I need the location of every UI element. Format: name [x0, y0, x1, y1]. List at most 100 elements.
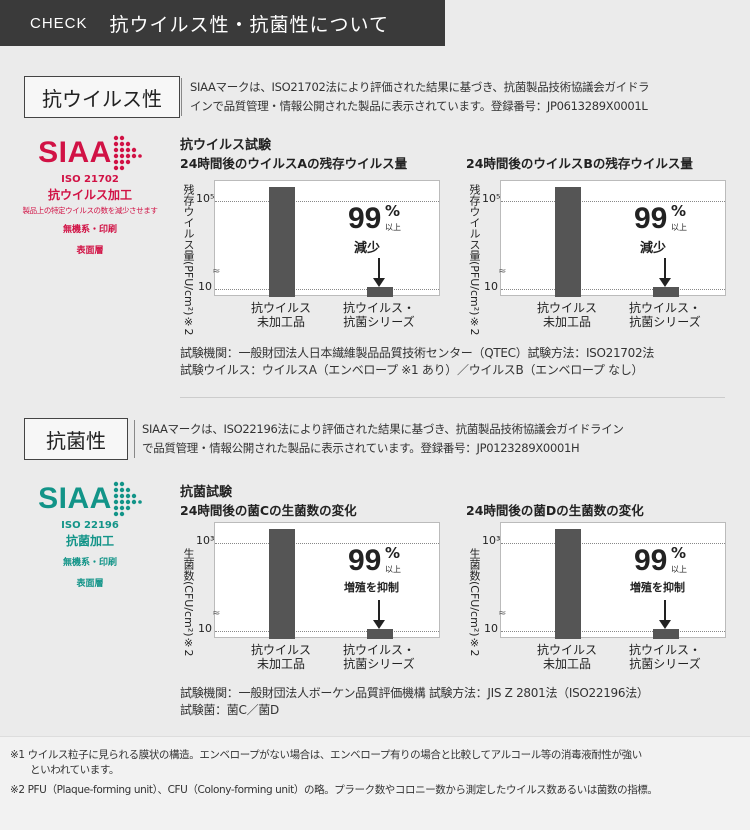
x-label-line-1: 抗ウイルス: [536, 643, 597, 657]
footnote-1: ※1 ウイルス粒子に見られる膜状の構造。エンベロープがない場合は、エンベロープ有…: [10, 749, 642, 761]
x-label-line-2: 抗菌シリーズ: [629, 657, 701, 671]
x-label-line-2: 未加工品: [256, 657, 305, 671]
x-axis-label: 抗ウイルス・ 抗菌シリーズ: [620, 301, 710, 329]
percent-sign: %: [385, 202, 401, 220]
tick-label-top: 10³: [482, 534, 501, 547]
siaa-bacteria-badge: SIAA ISO 22196 抗菌加工 無機系・印刷 表面層: [5, 478, 175, 589]
chart-bacteria-c: 生菌数(CFU/cm²)※2 10³ 10 ≈ 抗ウイルス 未加工品 抗ウイルス・ 抗菌シリー…: [178, 522, 440, 682]
ijo-label: 以上: [671, 565, 687, 574]
bacteria-desc-rule: [134, 420, 135, 458]
bacteria-desc-line-2: で品質管理・情報公開された製品に表示されています。登録番号：JP0123289X…: [142, 441, 580, 455]
tick-label-bottom: 10: [198, 280, 212, 293]
effect-label: 減少: [354, 241, 381, 256]
axis-break-icon: ≈: [498, 266, 507, 277]
siaa-dots-icon: [113, 135, 142, 171]
x-axis-label: 抗ウイルス 未加工品: [522, 643, 612, 671]
effect-label: 減少: [640, 241, 667, 256]
percent-sign: %: [671, 544, 687, 562]
siaa-virus-note: 製品上の特定ウイルスの数を減少させます: [22, 206, 158, 215]
bar-untreated: [269, 529, 295, 639]
x-label-line-1: 抗ウイルス: [250, 301, 311, 315]
siaa-virus-logo: SIAA: [5, 132, 175, 174]
plot-area: [214, 180, 440, 297]
bar-untreated: [555, 529, 581, 639]
virus-test-info: 試験機関：一般財団法人日本繊維製品品質技術センター（QTEC）試験方法：ISO2…: [180, 345, 654, 379]
ijo-label: 以上: [671, 223, 687, 232]
siaa-dots-icon: [113, 481, 142, 517]
siaa-logo-text: SIAA: [38, 136, 112, 169]
arrow-down-icon: [664, 258, 666, 280]
siaa-bacteria-kakou: 抗菌加工: [65, 534, 114, 548]
arrow-down-icon: [378, 600, 380, 622]
chart-title-bacteria-c: 24時間後の菌Cの生菌数の変化: [180, 503, 357, 518]
percent-value: 99: [634, 202, 668, 235]
arrow-head-icon: [373, 620, 385, 629]
x-label-line-2: 抗菌シリーズ: [629, 315, 701, 329]
arrow-down-icon: [664, 600, 666, 622]
chart-title-virus-a: 24時間後のウイルスAの残存ウイルス量: [180, 156, 408, 171]
axis-break-icon: ≈: [212, 608, 221, 619]
chart-title-bacteria-d: 24時間後の菌Dの生菌数の変化: [466, 503, 644, 518]
siaa-bacteria-iso: ISO 22196: [61, 520, 119, 531]
percent-sign: %: [385, 544, 401, 562]
x-label-line-2: 未加工品: [256, 315, 305, 329]
arrow-head-icon: [659, 620, 671, 629]
siaa-virus-iso: ISO 21702: [61, 174, 119, 185]
x-label-line-1: 抗ウイルス・: [628, 643, 701, 657]
chart-title-virus-b: 24時間後のウイルスBの残存ウイルス量: [466, 156, 693, 171]
effect-label: 増殖を抑制: [344, 581, 399, 594]
x-axis-label: 抗ウイルス・ 抗菌シリーズ: [334, 643, 424, 671]
tick-label-bottom: 10: [484, 622, 498, 635]
gridline-bottom: [215, 289, 439, 290]
y-axis-label: 残存ウイルス量(PFU/cm²)※2: [182, 184, 195, 336]
bacteria-test-info: 試験機関：一般財団法人ボーケン品質評価機構 試験方法：JIS Z 2801法（I…: [180, 685, 649, 719]
plot-area: [500, 180, 726, 297]
x-label-line-1: 抗ウイルス: [536, 301, 597, 315]
x-axis-label: 抗ウイルス 未加工品: [236, 301, 326, 329]
virus-desc-line-1: SIAAマークは、ISO21702法により評価された結果に基づき、抗菌製品技術協…: [190, 80, 650, 94]
tick-label-top: 10³: [196, 534, 215, 547]
bar-treated: [367, 629, 393, 639]
x-axis-label: 抗ウイルス 未加工品: [236, 643, 326, 671]
percent-sign: %: [671, 202, 687, 220]
tick-label-bottom: 10: [198, 622, 212, 635]
siaa-bacteria-logo: SIAA: [5, 478, 175, 520]
virus-section-label: 抗ウイルス性: [24, 76, 180, 118]
virus-desc-line-2: インで品質管理・情報公開された製品に表示されています。登録番号：JP061328…: [190, 99, 648, 113]
x-label-line-1: 抗ウイルス・: [342, 643, 415, 657]
page-title: 抗ウイルス性・抗菌性について: [109, 13, 389, 36]
bacteria-section-desc: SIAAマークは、ISO22196法により評価された結果に基づき、抗菌製品技術協…: [142, 420, 624, 458]
x-label-line-1: 抗ウイルス: [250, 643, 311, 657]
footnote-1-cont: といわれています。: [30, 764, 120, 776]
gridline-bottom: [501, 631, 725, 632]
bacteria-section-label: 抗菌性: [24, 418, 128, 460]
bacteria-desc-line-1: SIAAマークは、ISO22196法により評価された結果に基づき、抗菌製品技術協…: [142, 422, 624, 436]
virus-info-line-1: 試験機関：一般財団法人日本繊維製品品質技術センター（QTEC）試験方法：ISO2…: [180, 346, 655, 360]
tick-label-top: 10⁵: [196, 192, 215, 205]
axis-break-icon: ≈: [498, 608, 507, 619]
plot-area: [214, 522, 440, 639]
arrow-down-icon: [378, 258, 380, 280]
x-label-line-2: 抗菌シリーズ: [343, 657, 415, 671]
check-label: CHECK: [30, 14, 88, 32]
bacteria-test-title: 抗菌試験: [180, 485, 233, 500]
x-axis-label: 抗ウイルス 未加工品: [522, 301, 612, 329]
x-label-line-1: 抗ウイルス・: [628, 301, 701, 315]
effect-label: 増殖を抑制: [630, 581, 685, 594]
percent-value: 99: [634, 544, 668, 577]
virus-info-line-2: 試験ウイルス：ウイルスA（エンベロープ ※1 あり）／ウイルスB（エンベロープ …: [180, 363, 644, 377]
arrow-head-icon: [659, 278, 671, 287]
gridline-top: [215, 201, 439, 202]
virus-desc-rule: [181, 78, 182, 116]
gridline-bottom: [501, 289, 725, 290]
bar-treated: [653, 629, 679, 639]
siaa-logo-text: SIAA: [38, 482, 112, 515]
percent-value: 99: [348, 544, 382, 577]
axis-break-icon: ≈: [212, 266, 221, 277]
siaa-virus-material: 無機系・印刷: [62, 225, 117, 235]
siaa-bacteria-material: 無機系・印刷: [62, 558, 117, 568]
x-axis-label: 抗ウイルス・ 抗菌シリーズ: [620, 643, 710, 671]
bar-untreated: [269, 187, 295, 297]
x-axis-label: 抗ウイルス・ 抗菌シリーズ: [334, 301, 424, 329]
header-bar: CHECK 抗ウイルス性・抗菌性について: [0, 0, 445, 46]
